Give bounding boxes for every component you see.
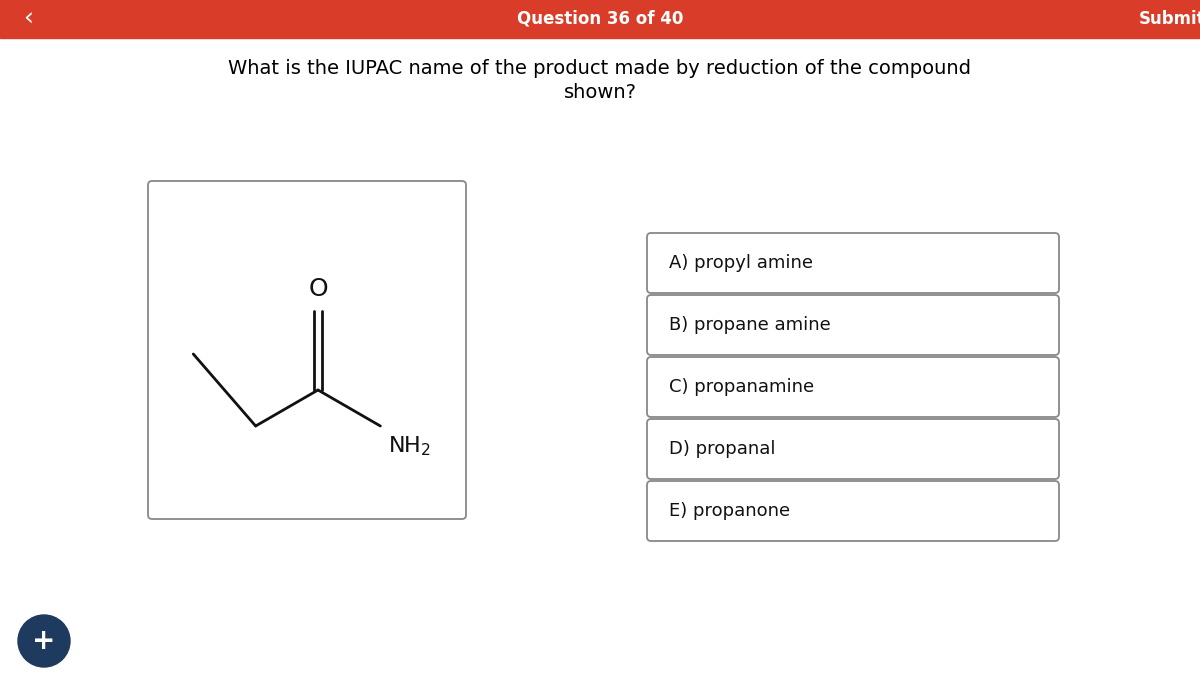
Text: Question 36 of 40: Question 36 of 40 — [517, 10, 683, 28]
FancyBboxPatch shape — [647, 357, 1060, 417]
Text: C) propanamine: C) propanamine — [670, 378, 814, 396]
Text: E) propanone: E) propanone — [670, 502, 790, 520]
Text: O: O — [308, 276, 328, 301]
FancyBboxPatch shape — [647, 295, 1060, 355]
FancyBboxPatch shape — [647, 419, 1060, 479]
Text: ‹: ‹ — [23, 7, 34, 31]
Text: D) propanal: D) propanal — [670, 440, 775, 458]
Circle shape — [18, 615, 70, 667]
Text: A) propyl amine: A) propyl amine — [670, 254, 814, 272]
Text: Submit: Submit — [1139, 10, 1200, 28]
Text: B) propane amine: B) propane amine — [670, 316, 830, 334]
Text: What is the IUPAC name of the product made by reduction of the compound: What is the IUPAC name of the product ma… — [228, 59, 972, 78]
Text: +: + — [32, 627, 55, 655]
Text: NH$_2$: NH$_2$ — [389, 434, 432, 458]
Text: shown?: shown? — [564, 82, 636, 101]
FancyBboxPatch shape — [148, 181, 466, 519]
FancyBboxPatch shape — [647, 481, 1060, 541]
FancyBboxPatch shape — [647, 233, 1060, 293]
Bar — [0, 0, 1200, 38]
